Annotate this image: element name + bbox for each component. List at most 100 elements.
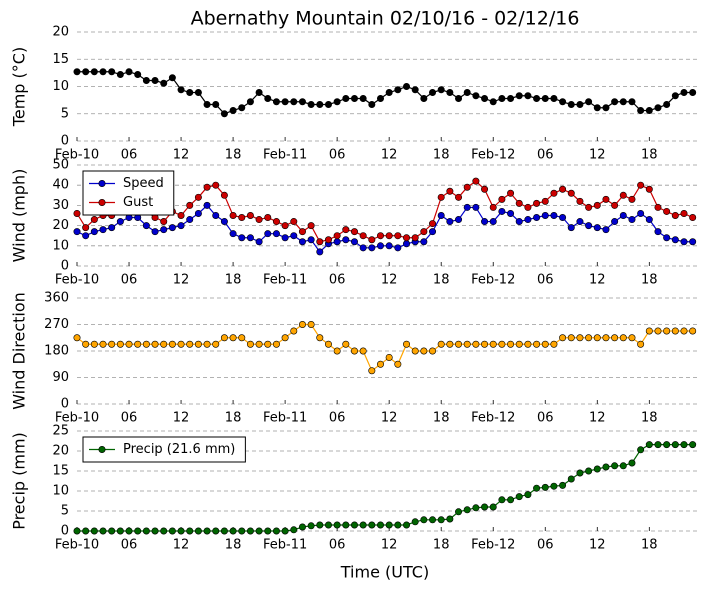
- y-tick-label: 25: [52, 424, 69, 439]
- data-point: [602, 226, 610, 234]
- y-tick-label: 5: [61, 106, 69, 121]
- data-point: [567, 189, 575, 197]
- data-point: [507, 189, 515, 197]
- data-point: [481, 185, 489, 193]
- data-point: [160, 527, 168, 535]
- y-axis-label: Temp (°C): [10, 47, 29, 127]
- data-point: [229, 527, 237, 535]
- y-axis-label: Wind (mph): [10, 169, 29, 263]
- x-tick-label: Feb-11: [263, 538, 307, 553]
- data-point: [593, 465, 601, 473]
- data-point: [437, 193, 445, 201]
- data-point: [394, 86, 402, 94]
- data-point: [307, 522, 315, 530]
- data-point: [229, 230, 237, 238]
- data-point: [515, 199, 523, 207]
- data-point: [637, 446, 645, 454]
- x-tick-label: 18: [641, 411, 658, 426]
- y-tick-label: 10: [52, 484, 69, 499]
- data-point: [298, 98, 306, 106]
- data-point: [507, 496, 515, 504]
- data-point: [611, 218, 619, 226]
- data-point: [203, 183, 211, 191]
- x-tick-label: Feb-10: [55, 538, 99, 553]
- data-point: [550, 94, 558, 102]
- data-point: [90, 216, 98, 224]
- data-point: [394, 360, 402, 368]
- data-point: [229, 212, 237, 220]
- x-tick-label: 06: [537, 273, 554, 288]
- data-point: [498, 496, 506, 504]
- data-point: [403, 340, 411, 348]
- data-point: [142, 340, 150, 348]
- data-point: [350, 94, 358, 102]
- data-point: [116, 527, 124, 535]
- data-point: [385, 242, 393, 250]
- data-point: [602, 463, 610, 471]
- data-point: [437, 212, 445, 220]
- data-point: [246, 527, 254, 535]
- data-point: [160, 218, 168, 226]
- x-tick-label: 06: [329, 273, 346, 288]
- data-point: [168, 74, 176, 82]
- data-point: [134, 527, 142, 535]
- data-point: [246, 234, 254, 242]
- data-point: [73, 334, 81, 342]
- data-point: [385, 353, 393, 361]
- data-point: [212, 100, 220, 108]
- series-line: [76, 323, 693, 372]
- data-point: [654, 104, 662, 112]
- data-point: [168, 340, 176, 348]
- data-point: [429, 88, 437, 96]
- data-point: [541, 212, 549, 220]
- data-point: [515, 340, 523, 348]
- data-point: [455, 94, 463, 102]
- data-point: [533, 340, 541, 348]
- data-point: [593, 334, 601, 342]
- data-point: [177, 340, 185, 348]
- data-point: [550, 340, 558, 348]
- y-tick-label: 0: [61, 259, 69, 274]
- data-point: [385, 232, 393, 240]
- data-point: [264, 527, 272, 535]
- data-point: [403, 240, 411, 248]
- data-point: [602, 104, 610, 112]
- data-point: [689, 214, 697, 222]
- y-tick-label: 360: [44, 291, 69, 306]
- data-point: [342, 521, 350, 529]
- data-point: [628, 216, 636, 224]
- data-point: [437, 86, 445, 94]
- data-point: [342, 340, 350, 348]
- y-tick-label: 30: [52, 198, 69, 213]
- data-point: [498, 94, 506, 102]
- data-point: [585, 334, 593, 342]
- data-point: [611, 98, 619, 106]
- data-point: [324, 340, 332, 348]
- legend-marker: [98, 199, 106, 207]
- data-point: [524, 491, 532, 499]
- data-point: [82, 224, 90, 232]
- data-point: [446, 218, 454, 226]
- y-tick-label: 20: [52, 444, 69, 459]
- x-axis-label: Time (UTC): [340, 563, 429, 582]
- x-tick-label: 12: [173, 411, 190, 426]
- x-tick-label: 12: [173, 538, 190, 553]
- x-tick-label: 18: [433, 538, 450, 553]
- data-point: [238, 527, 246, 535]
- data-point: [368, 367, 376, 375]
- data-point: [645, 185, 653, 193]
- data-point: [498, 340, 506, 348]
- data-point: [376, 360, 384, 368]
- data-point: [645, 441, 653, 449]
- data-point: [533, 484, 541, 492]
- data-point: [238, 334, 246, 342]
- y-tick-label: 15: [52, 464, 69, 479]
- data-point: [272, 230, 280, 238]
- legend-box: [82, 436, 246, 463]
- y-tick-label: 180: [44, 344, 69, 359]
- data-point: [593, 201, 601, 209]
- data-point: [645, 216, 653, 224]
- data-point: [376, 521, 384, 529]
- data-point: [168, 224, 176, 232]
- data-point: [359, 232, 367, 240]
